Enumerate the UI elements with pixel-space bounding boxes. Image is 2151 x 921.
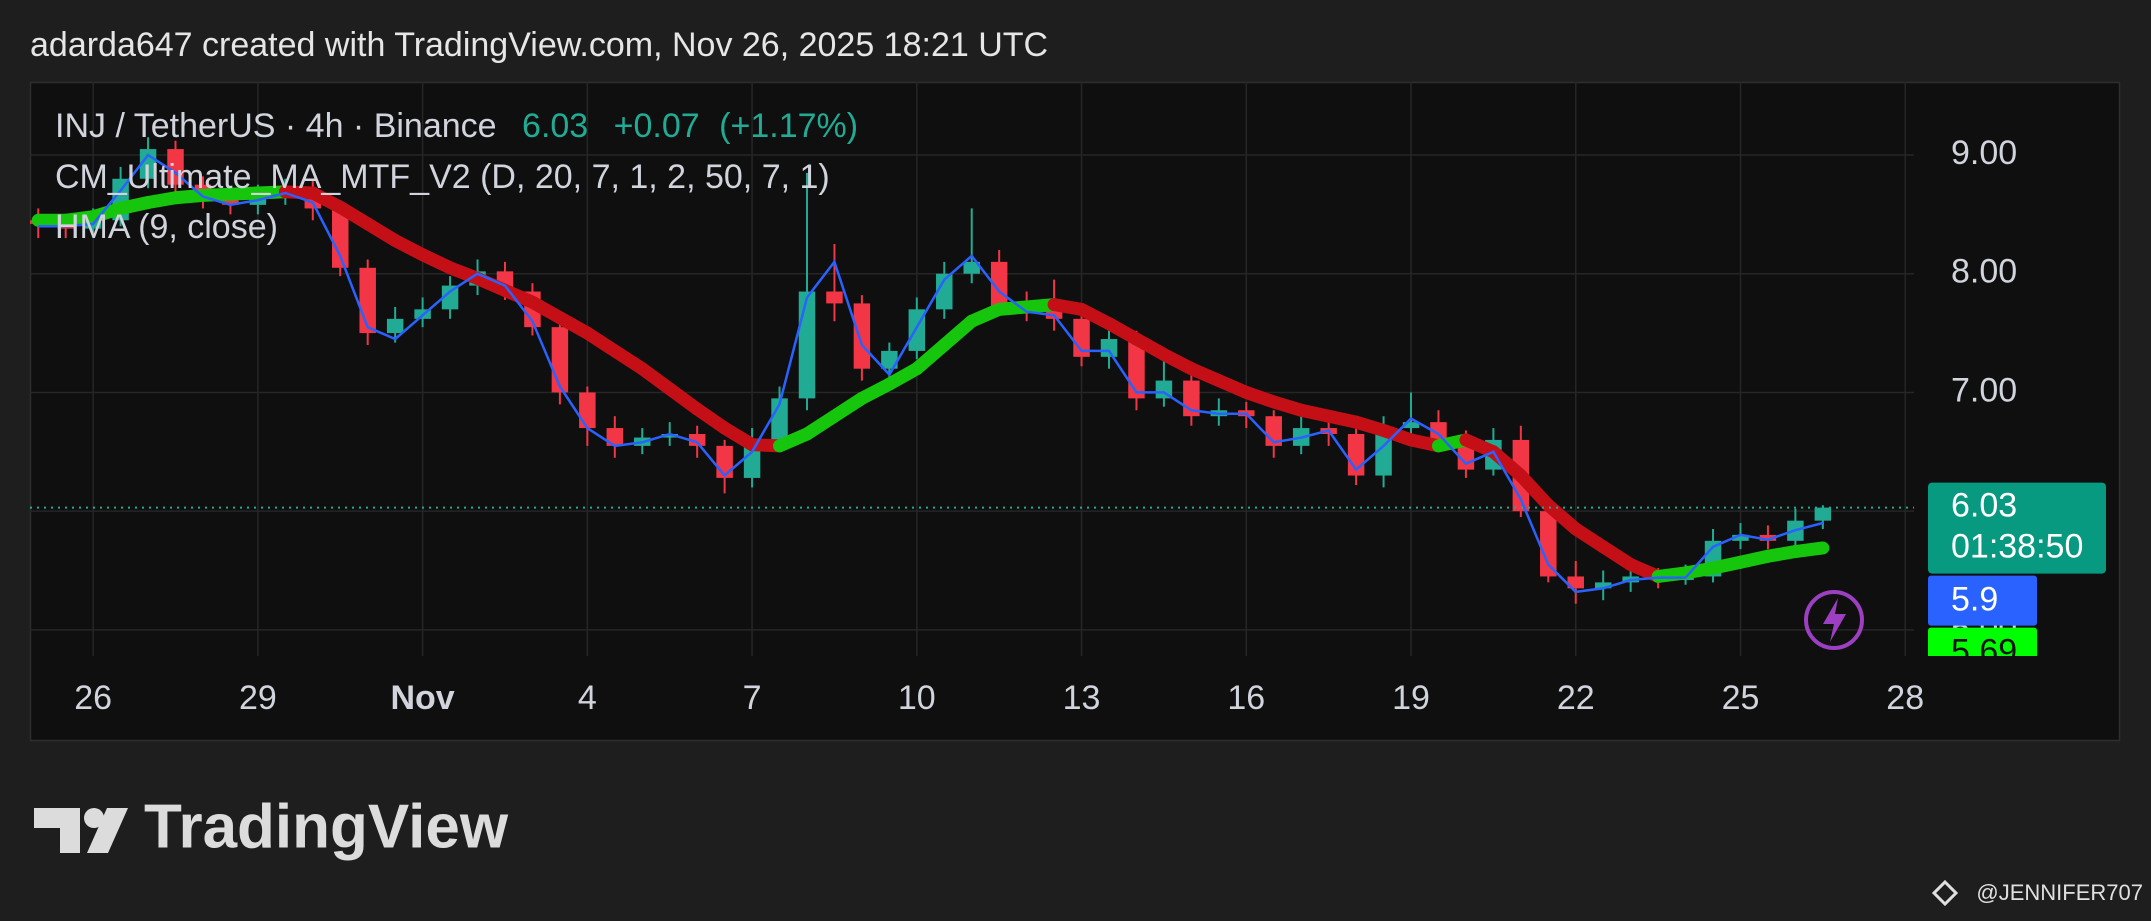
countdown: 01:38:50 bbox=[1951, 528, 2083, 566]
candle-body bbox=[881, 350, 898, 369]
candle-body bbox=[826, 291, 843, 304]
watermark-icon bbox=[1931, 879, 1959, 907]
candle-body bbox=[1759, 534, 1777, 541]
indicator-tag-label: 5.69 bbox=[1951, 633, 2017, 671]
candle-body bbox=[386, 318, 404, 334]
x-tick-label: 28 bbox=[1886, 679, 1924, 717]
candle-body bbox=[661, 433, 678, 438]
ma-segment bbox=[1788, 541, 1830, 559]
candle-body bbox=[606, 428, 624, 446]
indicator-tag bbox=[1928, 575, 2037, 626]
candle-body bbox=[222, 200, 239, 205]
candle-body bbox=[1100, 339, 1118, 357]
candle-body bbox=[1128, 339, 1145, 399]
alert-icon[interactable] bbox=[1804, 590, 1864, 650]
indicator-tag bbox=[1928, 627, 2037, 656]
candle-body bbox=[1375, 428, 1392, 476]
x-tick-label: Nov bbox=[390, 679, 454, 717]
legend-symbol-line: INJ / TetherUS · 4h · Binance 6.03 +0.07… bbox=[55, 107, 858, 145]
x-tick-label: 19 bbox=[1392, 679, 1430, 717]
candle-body bbox=[771, 398, 788, 440]
x-tick-label: 7 bbox=[743, 679, 762, 717]
candle-body bbox=[688, 433, 706, 446]
y-tick-label: 8.00 bbox=[1951, 253, 2017, 291]
x-tick-label: 22 bbox=[1557, 679, 1595, 717]
candle-body bbox=[1567, 576, 1584, 589]
candle-body bbox=[1540, 511, 1557, 577]
candle-body bbox=[1594, 582, 1612, 589]
last-price-tag bbox=[1928, 482, 2106, 574]
x-tick-label: 16 bbox=[1227, 679, 1265, 717]
candle-body bbox=[1814, 507, 1832, 521]
candle-body bbox=[551, 327, 569, 393]
ma-segment bbox=[1514, 469, 1555, 512]
plot-area bbox=[30, 137, 1914, 604]
grid bbox=[30, 82, 1914, 656]
last-price: 6.03 bbox=[522, 107, 588, 145]
change-pct: (+1.17%) bbox=[719, 107, 858, 145]
y-tick-label: 9.00 bbox=[1951, 134, 2017, 172]
candle-body bbox=[441, 285, 459, 310]
watermark: @JENNIFER707 bbox=[1976, 880, 2143, 905]
candle-body bbox=[963, 261, 980, 274]
candle-body bbox=[936, 273, 953, 310]
candle-body bbox=[359, 267, 376, 334]
indicator-tag-label: 5.9 bbox=[1951, 581, 1998, 619]
symbol: INJ / TetherUS · 4h · Binance bbox=[55, 107, 497, 145]
candle-body bbox=[853, 303, 871, 369]
change: +0.07 bbox=[614, 107, 700, 145]
candle-body bbox=[1430, 422, 1447, 440]
x-tick-label: 4 bbox=[578, 679, 597, 717]
legend: INJ / TetherUS · 4h · Binance 6.03 +0.07… bbox=[55, 107, 858, 246]
last-price-tag-label: 6.03 bbox=[1951, 487, 2017, 525]
candle-body bbox=[332, 208, 349, 268]
x-tick-label: 10 bbox=[898, 679, 936, 717]
x-tick-label: 26 bbox=[74, 679, 112, 717]
legend-entry: CM_Ultimate_MA_MTF_V2 (D, 20, 7, 1, 2, 5… bbox=[55, 158, 830, 196]
candle-body bbox=[716, 445, 733, 478]
x-tick-label: 13 bbox=[1063, 679, 1101, 717]
candle-body bbox=[579, 392, 596, 429]
y-tick-label: 7.00 bbox=[1951, 371, 2017, 409]
brand-name: TradingView bbox=[144, 792, 509, 861]
x-tick-label: 29 bbox=[239, 679, 277, 717]
header-title: adarda647 created with TradingView.com, … bbox=[30, 26, 1048, 64]
legend-entry: HMA (9, close) bbox=[55, 208, 278, 246]
candle-body bbox=[1402, 422, 1420, 429]
hma-line bbox=[38, 153, 1824, 594]
candle-body bbox=[1732, 534, 1749, 541]
chart-panel bbox=[29, 81, 2121, 742]
candle-body bbox=[798, 291, 816, 399]
x-tick-label: 25 bbox=[1722, 679, 1760, 717]
brand-logo bbox=[34, 808, 128, 853]
